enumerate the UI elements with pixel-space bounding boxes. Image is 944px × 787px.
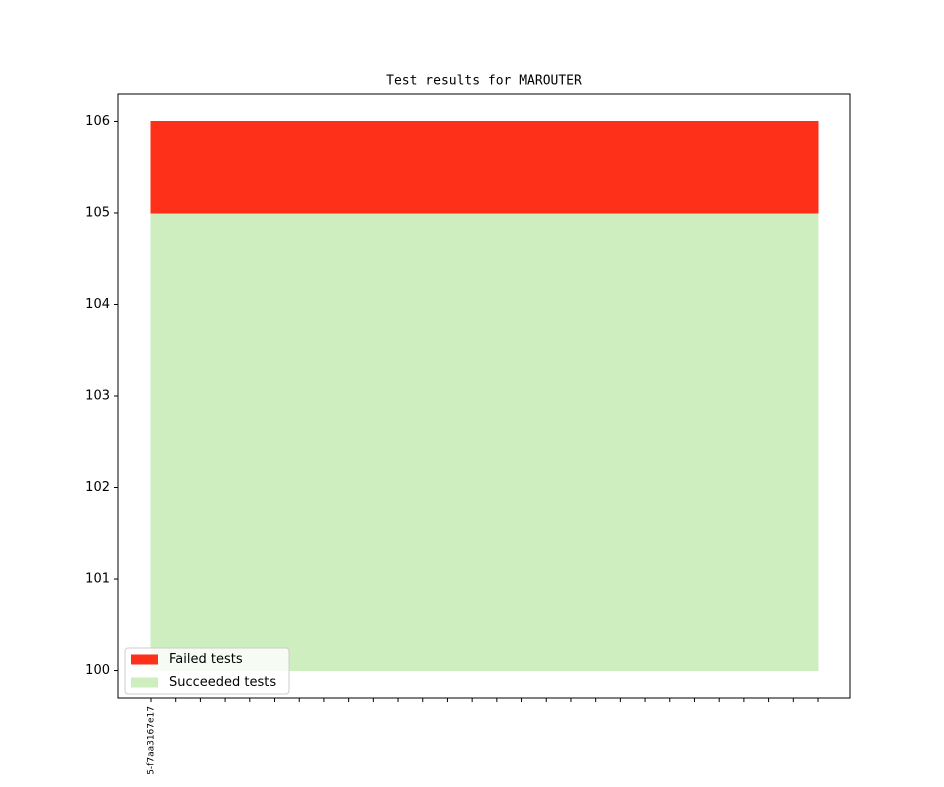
x-tick-label: 5-f7aa3167e17 <box>147 706 157 775</box>
legend-swatch <box>131 677 158 688</box>
y-tick-label: 104 <box>85 297 110 312</box>
y-tick-label: 101 <box>85 572 110 587</box>
legend-swatch <box>131 654 158 665</box>
y-tick-label: 105 <box>85 205 110 220</box>
chart-title: Test results for MAROUTER <box>386 74 582 89</box>
y-tick-label: 106 <box>85 114 110 129</box>
area <box>150 212 819 672</box>
legend-label: Succeeded tests <box>169 675 276 690</box>
y-tick-label: 103 <box>85 389 110 404</box>
area <box>150 120 819 214</box>
y-tick-label: 100 <box>85 663 110 678</box>
y-tick-label: 102 <box>85 480 110 495</box>
legend-label: Failed tests <box>169 652 243 667</box>
legend-frame <box>124 647 290 695</box>
